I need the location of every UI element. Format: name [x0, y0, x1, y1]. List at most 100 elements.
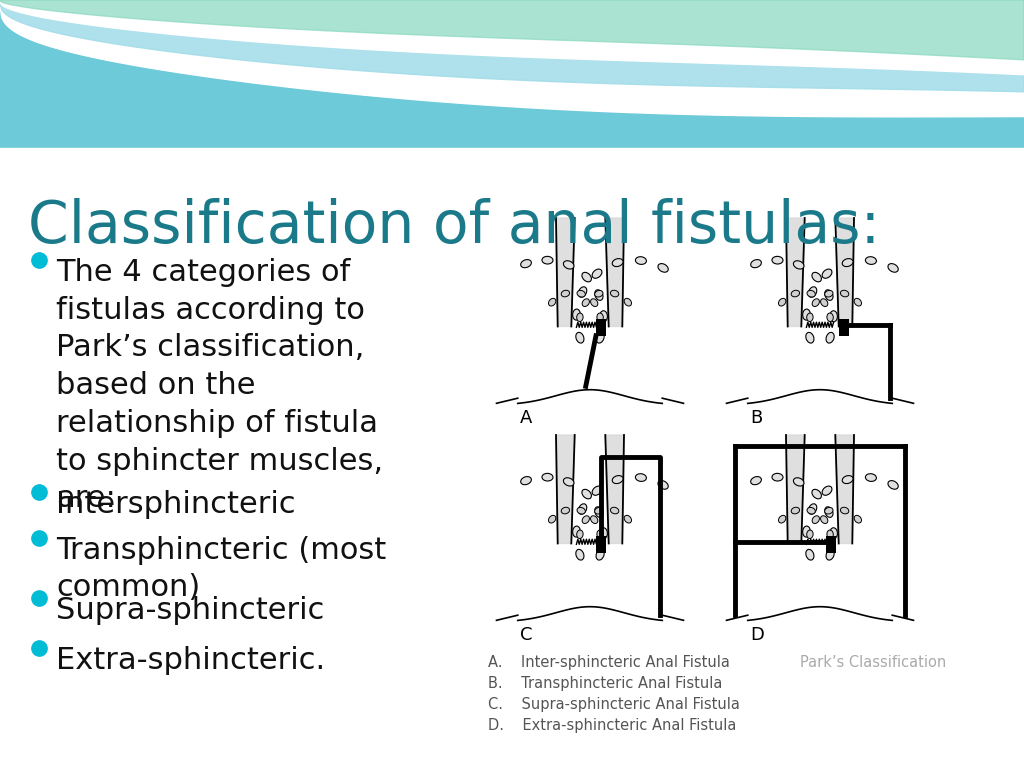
- Ellipse shape: [577, 508, 586, 514]
- Ellipse shape: [772, 473, 783, 481]
- Ellipse shape: [563, 261, 574, 269]
- Ellipse shape: [658, 263, 669, 272]
- Ellipse shape: [612, 475, 623, 484]
- Ellipse shape: [577, 290, 586, 297]
- Ellipse shape: [636, 257, 646, 264]
- Ellipse shape: [582, 489, 592, 499]
- Ellipse shape: [583, 516, 590, 524]
- Ellipse shape: [865, 474, 877, 482]
- Ellipse shape: [865, 257, 877, 264]
- Ellipse shape: [812, 299, 819, 306]
- Text: Park’s Classification: Park’s Classification: [800, 655, 946, 670]
- Bar: [596, 536, 606, 553]
- Ellipse shape: [549, 298, 556, 306]
- Ellipse shape: [794, 478, 804, 486]
- Ellipse shape: [803, 526, 810, 537]
- Ellipse shape: [792, 507, 800, 514]
- Ellipse shape: [625, 515, 632, 523]
- Ellipse shape: [803, 309, 810, 320]
- Ellipse shape: [808, 286, 817, 297]
- Ellipse shape: [596, 333, 604, 343]
- Text: Classification of anal fistulas:: Classification of anal fistulas:: [28, 198, 881, 255]
- Ellipse shape: [595, 508, 603, 514]
- Ellipse shape: [563, 478, 574, 486]
- Ellipse shape: [625, 298, 632, 306]
- Ellipse shape: [577, 313, 583, 322]
- Ellipse shape: [542, 257, 553, 264]
- Ellipse shape: [854, 515, 861, 523]
- Ellipse shape: [812, 516, 819, 524]
- Ellipse shape: [812, 489, 821, 499]
- Text: D: D: [751, 626, 764, 644]
- Ellipse shape: [827, 530, 834, 538]
- Ellipse shape: [595, 507, 603, 518]
- Text: The 4 categories of
fistulas according to
Park’s classification,
based on the
re: The 4 categories of fistulas according t…: [56, 258, 383, 514]
- Ellipse shape: [808, 504, 817, 515]
- Text: D.    Extra-sphincteric Anal Fistula: D. Extra-sphincteric Anal Fistula: [488, 718, 736, 733]
- Ellipse shape: [794, 261, 804, 269]
- Text: C: C: [520, 626, 532, 644]
- Text: Extra-sphincteric.: Extra-sphincteric.: [56, 646, 326, 675]
- Bar: [826, 536, 837, 553]
- Ellipse shape: [596, 549, 604, 560]
- Ellipse shape: [583, 299, 590, 306]
- Ellipse shape: [820, 516, 827, 524]
- Ellipse shape: [829, 528, 838, 539]
- Text: Supra-sphincteric: Supra-sphincteric: [56, 596, 325, 625]
- Text: A: A: [520, 409, 532, 427]
- Ellipse shape: [561, 290, 569, 296]
- Text: C.    Supra-sphincteric Anal Fistula: C. Supra-sphincteric Anal Fistula: [488, 697, 740, 712]
- Ellipse shape: [751, 477, 762, 485]
- Bar: [596, 319, 606, 336]
- Ellipse shape: [542, 473, 553, 481]
- Ellipse shape: [577, 530, 583, 538]
- Ellipse shape: [595, 290, 603, 300]
- Ellipse shape: [824, 508, 833, 514]
- Ellipse shape: [582, 273, 592, 282]
- Ellipse shape: [792, 290, 800, 296]
- Ellipse shape: [591, 516, 598, 524]
- Polygon shape: [836, 218, 854, 326]
- Polygon shape: [786, 435, 805, 544]
- Polygon shape: [836, 435, 854, 544]
- Ellipse shape: [806, 549, 814, 560]
- Ellipse shape: [778, 298, 785, 306]
- Ellipse shape: [772, 257, 783, 264]
- Bar: [839, 319, 849, 336]
- Ellipse shape: [829, 311, 838, 322]
- Ellipse shape: [827, 313, 834, 322]
- Ellipse shape: [612, 259, 623, 266]
- Ellipse shape: [888, 263, 898, 272]
- Ellipse shape: [778, 515, 785, 523]
- Polygon shape: [556, 435, 574, 544]
- Ellipse shape: [575, 333, 584, 343]
- Ellipse shape: [807, 508, 815, 514]
- Ellipse shape: [751, 260, 762, 268]
- Ellipse shape: [549, 515, 556, 523]
- Ellipse shape: [824, 290, 833, 300]
- Ellipse shape: [807, 290, 815, 297]
- Text: Intersphincteric: Intersphincteric: [56, 490, 296, 519]
- Ellipse shape: [820, 299, 827, 306]
- Ellipse shape: [888, 481, 898, 489]
- Polygon shape: [605, 218, 624, 326]
- Ellipse shape: [579, 286, 587, 297]
- Ellipse shape: [826, 549, 835, 560]
- Ellipse shape: [807, 313, 813, 322]
- Ellipse shape: [822, 269, 831, 278]
- Ellipse shape: [579, 504, 587, 515]
- Ellipse shape: [826, 333, 835, 343]
- Ellipse shape: [841, 290, 849, 296]
- Ellipse shape: [610, 507, 618, 514]
- Text: B: B: [751, 409, 763, 427]
- Ellipse shape: [806, 333, 814, 343]
- Ellipse shape: [842, 475, 853, 484]
- Ellipse shape: [520, 260, 531, 268]
- Ellipse shape: [812, 273, 821, 282]
- Ellipse shape: [591, 299, 598, 306]
- Text: B.    Transphincteric Anal Fistula: B. Transphincteric Anal Fistula: [488, 676, 722, 691]
- Ellipse shape: [807, 530, 813, 538]
- Ellipse shape: [597, 313, 603, 322]
- Ellipse shape: [824, 290, 833, 297]
- Polygon shape: [786, 218, 805, 326]
